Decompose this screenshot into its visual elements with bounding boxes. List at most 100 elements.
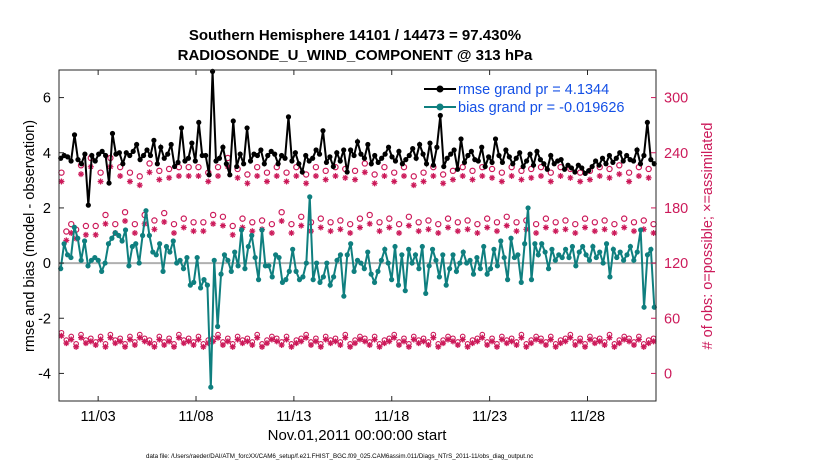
obs-assimilated-point xyxy=(650,229,657,236)
obs-assimilated-point xyxy=(518,176,525,183)
legend-rmse-label: rmse grand pr = 4.1344 xyxy=(458,82,609,98)
bias-point xyxy=(552,257,558,263)
bias-point xyxy=(620,257,627,263)
obs-assimilated-low-point xyxy=(464,343,471,350)
obs-assimilated-low-point xyxy=(400,338,407,345)
rmse-point xyxy=(368,161,374,167)
obs-assimilated-point xyxy=(435,229,442,236)
obs-assimilated-point xyxy=(131,229,138,236)
obs-assimilated-point xyxy=(239,224,246,231)
obs-possible-point xyxy=(219,213,227,220)
obs-assimilated-low-point xyxy=(117,338,124,345)
obs-assimilated-low-point xyxy=(640,343,647,350)
obs-assimilated-low-point xyxy=(347,343,354,350)
rmse-point xyxy=(78,161,85,167)
bias-point xyxy=(566,254,572,261)
obs-assimilated-point xyxy=(611,229,618,236)
rmse-point xyxy=(351,152,357,159)
obs-assimilated-low-point xyxy=(352,340,359,347)
obs-assimilated-point xyxy=(146,169,153,176)
obs-assimilated-low-point xyxy=(371,336,378,343)
bias-point xyxy=(126,263,132,269)
obs-assimilated-low-point xyxy=(239,340,246,347)
rmse-point xyxy=(624,152,630,159)
bias-point xyxy=(498,238,504,244)
obs-assimilated-low-point xyxy=(572,341,579,348)
rmse-point xyxy=(382,151,388,157)
bias-point xyxy=(545,266,552,272)
bias-point xyxy=(624,252,630,258)
rmse-point xyxy=(140,152,147,159)
obs-assimilated-point xyxy=(337,226,344,233)
obs-possible-point xyxy=(371,171,378,178)
rmse-point xyxy=(92,158,98,164)
rmse-point xyxy=(444,155,450,161)
obs-possible-point xyxy=(640,217,647,224)
bias-point xyxy=(337,252,344,258)
obs-assimilated-point xyxy=(538,172,545,179)
obs-possible-point xyxy=(283,169,290,176)
obs-assimilated-point xyxy=(371,180,378,187)
bias-point xyxy=(307,194,313,200)
obs-assimilated-point xyxy=(215,172,222,179)
obs-assimilated-point xyxy=(567,174,574,181)
rmse-point xyxy=(379,155,385,161)
obs-assimilated-low-point xyxy=(518,334,525,341)
obs-possible-point xyxy=(239,215,246,222)
rmse-point xyxy=(165,151,171,157)
rmse-point xyxy=(347,147,354,153)
bias-point xyxy=(389,277,395,283)
rmse-point xyxy=(130,148,136,154)
rmse-point xyxy=(468,148,474,154)
obs-assimilated-point xyxy=(268,229,275,236)
rmse-point xyxy=(558,157,564,163)
obs-assimilated-low-point xyxy=(508,338,515,345)
obs-possible-point xyxy=(346,220,354,228)
rmse-point xyxy=(82,151,88,157)
obs-assimilated-point xyxy=(503,222,510,229)
obs-assimilated-point xyxy=(298,222,305,229)
rmse-point xyxy=(120,161,126,167)
bias-point xyxy=(522,241,528,247)
obs-possible-point xyxy=(244,171,251,178)
obs-assimilated-low-point xyxy=(263,340,270,347)
obs-assimilated-low-point xyxy=(420,338,427,345)
bias-point xyxy=(109,235,115,241)
rmse-point xyxy=(85,202,91,208)
rmse-point xyxy=(261,161,267,167)
rmse-point xyxy=(496,152,502,159)
rmse-point xyxy=(220,144,226,150)
obs-assimilated-low-point xyxy=(493,343,500,350)
obs-assimilated-point xyxy=(577,178,584,185)
obs-assimilated-low-point xyxy=(73,343,80,350)
bias-point xyxy=(641,304,647,310)
obs-possible-point xyxy=(258,217,266,224)
obs-assimilated-low-point xyxy=(288,343,295,350)
bias-point xyxy=(116,232,122,239)
obs-assimilated-low-point xyxy=(112,340,119,347)
obs-assimilated-low-point xyxy=(513,341,520,348)
rmse-point xyxy=(420,151,426,157)
bias-point xyxy=(180,266,187,272)
obs-assimilated-low-point xyxy=(215,334,222,341)
obs-assimilated-point xyxy=(645,174,652,181)
obs-assimilated-point xyxy=(195,172,202,179)
bias-point xyxy=(593,254,599,261)
rmse-point xyxy=(147,152,154,159)
y-axis-left-label: rmse and bias (model - observation) xyxy=(22,120,38,352)
obs-possible-point xyxy=(322,167,329,175)
obs-assimilated-low-point xyxy=(278,341,285,348)
obs-possible-point xyxy=(464,217,471,224)
rmse-point xyxy=(537,157,543,163)
obs-assimilated-point xyxy=(586,176,593,183)
obs-assimilated-point xyxy=(591,228,598,235)
obs-possible-point xyxy=(513,219,520,226)
obs-possible-point xyxy=(547,169,554,176)
bias-point xyxy=(320,274,326,280)
bias-point xyxy=(102,260,108,266)
obs-assimilated-point xyxy=(283,178,290,185)
obs-assimilated-point xyxy=(332,172,339,179)
rmse-point xyxy=(589,163,595,170)
obs-possible-point xyxy=(454,219,462,226)
obs-possible-point xyxy=(376,219,383,226)
